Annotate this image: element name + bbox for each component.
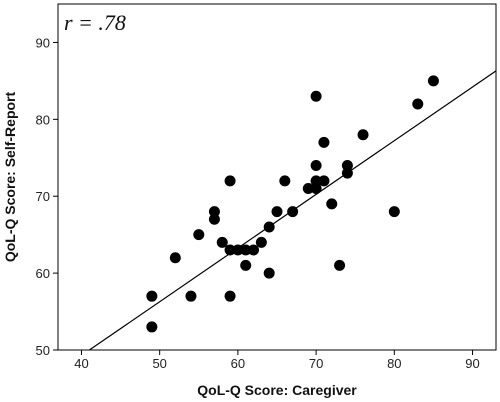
x-axis: 40 50 60 70 80 90 — [74, 350, 480, 371]
y-tick-label: 90 — [36, 35, 50, 50]
x-tick-label: 80 — [387, 356, 401, 371]
data-point — [341, 159, 353, 171]
x-tick-label: 40 — [74, 356, 88, 371]
y-tick-label: 50 — [36, 343, 50, 358]
data-point — [263, 267, 275, 279]
y-axis: 50 60 70 80 90 — [36, 35, 58, 358]
data-point — [318, 175, 330, 187]
data-point — [146, 321, 158, 333]
data-point — [287, 206, 299, 218]
data-point — [310, 90, 322, 102]
x-tick-label: 90 — [465, 356, 479, 371]
data-point — [388, 206, 400, 218]
data-point — [240, 259, 252, 271]
x-axis-label: QoL-Q Score: Caregiver — [197, 382, 357, 398]
data-point — [232, 244, 244, 256]
data-point — [279, 175, 291, 187]
data-point — [310, 175, 322, 187]
y-axis-label: QoL-Q Score: Self-Report — [2, 91, 18, 262]
regression-line — [88, 70, 496, 350]
data-point — [224, 244, 236, 256]
data-point — [412, 98, 424, 110]
correlation-annotation: r = .78 — [64, 10, 126, 35]
y-tick-label: 70 — [36, 189, 50, 204]
data-point — [193, 229, 205, 241]
data-point — [224, 175, 236, 187]
data-point — [326, 198, 338, 210]
data-point — [240, 244, 252, 256]
x-tick-label: 50 — [152, 356, 166, 371]
data-point — [208, 206, 220, 218]
data-points — [146, 75, 439, 333]
data-point — [271, 206, 283, 218]
data-point — [208, 213, 220, 225]
x-tick-label: 60 — [231, 356, 245, 371]
data-point — [185, 290, 197, 302]
data-point — [427, 75, 439, 87]
plot-area — [57, 3, 497, 351]
data-point — [310, 183, 322, 195]
data-point — [169, 252, 181, 264]
x-tick-label: 70 — [309, 356, 323, 371]
y-tick-label: 60 — [36, 266, 50, 281]
data-point — [224, 290, 236, 302]
data-point — [334, 259, 346, 271]
data-point — [248, 244, 260, 256]
data-point — [146, 290, 158, 302]
data-point — [357, 129, 369, 141]
data-point — [310, 159, 322, 171]
data-point — [216, 236, 228, 248]
data-point — [341, 167, 353, 179]
data-point — [318, 136, 330, 148]
data-point — [263, 221, 275, 233]
y-tick-label: 80 — [36, 112, 50, 127]
data-point — [255, 236, 267, 248]
data-point — [302, 183, 314, 195]
